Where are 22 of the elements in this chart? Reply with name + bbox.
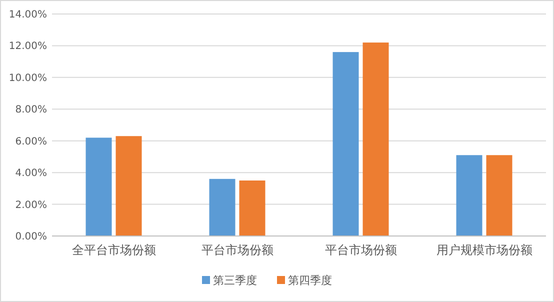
y-tick-label: 2.00% <box>15 200 47 211</box>
y-tick-label: 8.00% <box>15 104 47 116</box>
legend-label: 第四季度 <box>288 274 332 287</box>
bar <box>239 180 266 236</box>
bar <box>116 136 142 236</box>
y-tick-label: 10.00% <box>8 72 47 84</box>
y-tick-label: 6.00% <box>15 136 47 148</box>
legend-label: 第三季度 <box>213 274 257 287</box>
y-tick-label: 14.00% <box>8 10 47 20</box>
y-tick-label: 12.00% <box>8 41 47 52</box>
bar <box>456 155 482 236</box>
bar <box>362 42 389 236</box>
y-tick-label: 4.00% <box>15 168 47 180</box>
bar <box>332 52 359 236</box>
x-tick-label: 用户规模市场份额 <box>436 243 532 257</box>
bar <box>86 138 112 236</box>
x-tick-label: 平台市场份额 <box>324 243 397 257</box>
bar <box>486 155 512 236</box>
bar <box>209 178 236 236</box>
x-tick-label: 全平台市场份额 <box>72 243 156 257</box>
y-tick-label: 0.00% <box>15 232 47 242</box>
x-tick-label: 平台市场份额 <box>201 243 274 257</box>
